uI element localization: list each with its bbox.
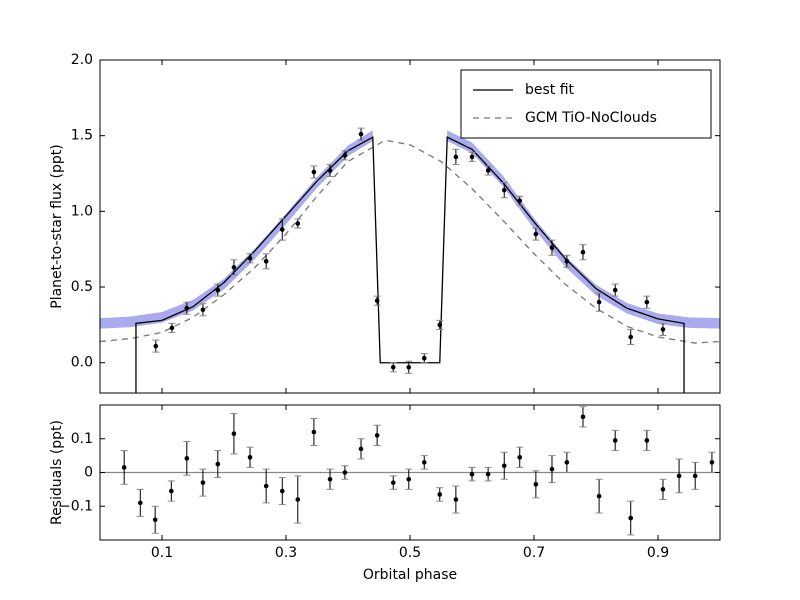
y-tick-label: 1.5	[71, 128, 93, 144]
data-point	[549, 466, 555, 472]
data-point	[153, 343, 159, 349]
y-axis-label: Residuals (ppt)	[49, 420, 65, 525]
data-point	[231, 431, 237, 436]
data-point	[437, 322, 443, 328]
data-point	[644, 438, 650, 443]
data-point	[612, 287, 618, 293]
data-point	[169, 325, 175, 331]
data-point	[660, 487, 666, 492]
data-point	[311, 169, 317, 175]
data-point	[279, 227, 285, 232]
data-point	[390, 364, 396, 370]
data-point	[437, 492, 443, 497]
legend: best fit GCM TiO-NoClouds	[460, 69, 712, 139]
data-point	[580, 414, 586, 420]
x-tick-label: 0.1	[151, 545, 173, 561]
data-point	[374, 433, 380, 438]
legend-label: GCM TiO-NoClouds	[525, 110, 657, 126]
data-point	[421, 355, 427, 361]
uncertainty-band	[100, 130, 373, 329]
data-point	[200, 307, 206, 313]
data-point	[580, 249, 586, 255]
y-tick-label: 0.5	[71, 279, 93, 295]
x-tick-label: 0.5	[399, 545, 421, 561]
plot-area	[100, 127, 720, 393]
data-point	[121, 465, 127, 470]
data-point	[485, 471, 491, 477]
uncertainty-band	[447, 130, 720, 329]
data-point	[342, 153, 348, 158]
y-tick-label: 0	[84, 465, 93, 481]
y-tick-label: −0.1	[59, 498, 93, 514]
data-point	[469, 154, 475, 160]
data-point	[549, 245, 555, 250]
data-point	[263, 259, 269, 264]
data-point	[692, 473, 698, 479]
x-tick-label: 0.7	[523, 545, 545, 561]
data-point	[390, 480, 396, 485]
data-point	[406, 364, 412, 370]
data-point	[231, 265, 237, 270]
data-point	[311, 429, 317, 435]
y-tick-label: 0.1	[71, 431, 93, 447]
y-tick-label: 2.0	[71, 52, 93, 68]
legend-box	[460, 69, 712, 139]
data-point	[184, 305, 190, 311]
data-point	[215, 287, 221, 293]
data-point	[215, 461, 221, 467]
data-point	[517, 455, 523, 460]
data-point	[501, 187, 507, 193]
data-point	[485, 168, 491, 173]
data-point	[501, 463, 507, 469]
data-point	[279, 488, 285, 494]
data-point	[358, 446, 364, 452]
data-point	[612, 438, 618, 443]
data-point	[564, 259, 570, 264]
data-point	[327, 476, 333, 482]
data-point	[453, 154, 459, 160]
data-point	[628, 334, 634, 340]
data-point	[358, 131, 364, 137]
data-point	[421, 460, 427, 465]
legend-label: best fit	[525, 82, 575, 98]
data-point	[533, 231, 539, 237]
data-point	[596, 299, 602, 305]
data-point	[469, 471, 475, 477]
data-point	[342, 470, 348, 475]
data-point	[564, 460, 570, 465]
data-point	[533, 482, 539, 487]
data-point	[169, 488, 174, 494]
y-tick-label: 1.0	[71, 203, 93, 219]
data-point	[406, 476, 412, 482]
data-point	[709, 460, 715, 465]
data-point	[295, 497, 301, 502]
y-axis-label: Planet-to-star flux (ppt)	[49, 144, 65, 309]
data-point	[660, 327, 666, 332]
data-point	[453, 497, 459, 502]
data-point	[596, 493, 602, 499]
data-point	[247, 255, 253, 261]
data-point	[628, 515, 634, 521]
data-point	[644, 299, 650, 305]
data-point	[184, 456, 190, 461]
x-tick-label: 0.9	[647, 545, 669, 561]
data-point	[263, 483, 269, 489]
y-tick-label: 0.0	[71, 355, 93, 371]
plot-area	[100, 406, 720, 536]
data-point	[295, 221, 301, 226]
x-axis-label: Orbital phase	[363, 567, 457, 583]
data-point	[152, 517, 158, 523]
data-point	[374, 298, 380, 303]
data-point	[247, 455, 253, 460]
data-point	[138, 500, 143, 506]
x-tick-label: 0.3	[275, 545, 297, 561]
data-point	[676, 473, 682, 479]
data-point	[517, 198, 523, 204]
model-line	[135, 136, 685, 393]
data-point	[327, 168, 333, 173]
data-point	[200, 480, 206, 485]
